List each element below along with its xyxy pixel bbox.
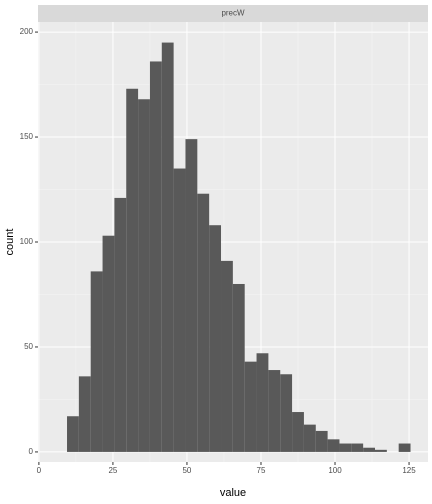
- bar: [339, 443, 352, 452]
- bar: [114, 197, 127, 452]
- bar: [303, 424, 316, 452]
- facet-strip: [38, 5, 428, 22]
- bar: [315, 430, 328, 452]
- bar: [67, 416, 79, 452]
- bar: [280, 374, 293, 452]
- x-tick-label: 125: [402, 466, 416, 475]
- bar: [126, 88, 139, 452]
- bar: [351, 443, 364, 452]
- bar: [292, 412, 304, 452]
- y-tick-label: 200: [20, 27, 34, 36]
- bar: [363, 447, 375, 452]
- bar: [268, 370, 281, 452]
- facet-label: precW: [221, 9, 245, 18]
- x-tick-label: 100: [328, 466, 342, 475]
- bar: [149, 61, 162, 452]
- bar: [256, 353, 269, 452]
- y-tick-label: 100: [20, 237, 34, 246]
- x-tick-label: 50: [182, 466, 191, 475]
- bar: [244, 361, 257, 452]
- y-tick-label: 0: [29, 447, 34, 456]
- bar: [221, 260, 233, 452]
- bar: [185, 139, 198, 452]
- y-tick-label: 50: [24, 342, 33, 351]
- bar: [161, 42, 174, 452]
- bar: [327, 439, 340, 452]
- bar: [374, 449, 387, 452]
- y-tick-label: 150: [20, 132, 34, 141]
- x-tick-label: 0: [37, 466, 42, 475]
- x-axis-title: value: [220, 487, 246, 499]
- bar: [102, 235, 115, 452]
- bar: [232, 283, 245, 452]
- bar: [90, 271, 103, 452]
- bar: [138, 99, 150, 452]
- bar: [78, 376, 91, 452]
- y-axis-title: count: [4, 229, 16, 256]
- bar: [197, 193, 210, 452]
- x-tick-label: 25: [108, 466, 117, 475]
- x-tick-label: 75: [257, 466, 266, 475]
- bar: [209, 225, 222, 452]
- bar: [398, 443, 411, 452]
- bar: [173, 168, 186, 452]
